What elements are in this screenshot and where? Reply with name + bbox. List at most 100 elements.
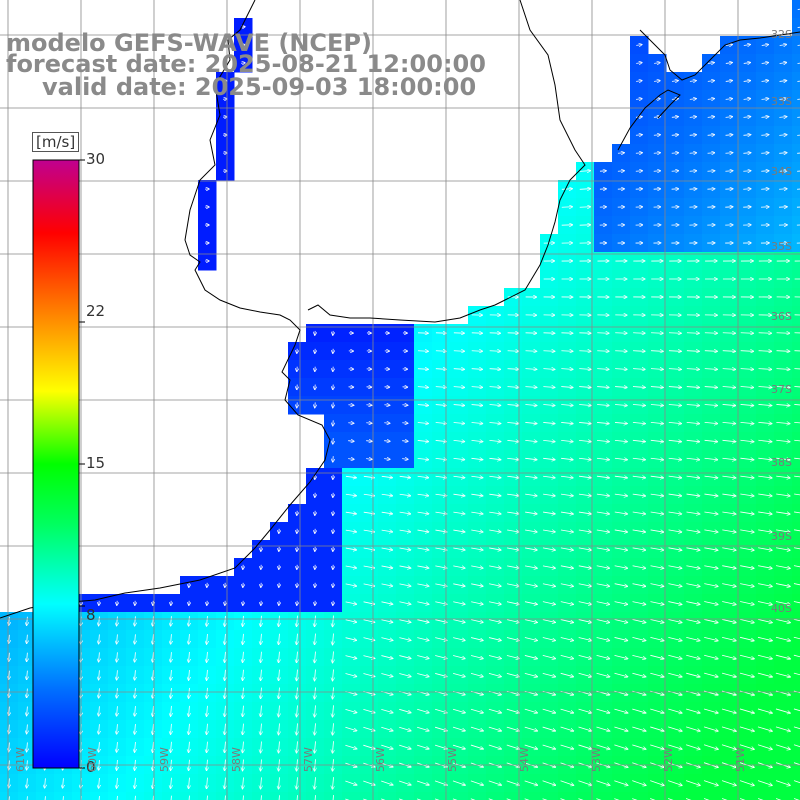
wind-arrow <box>402 423 407 424</box>
wind-arrow <box>579 351 590 352</box>
wind-cell <box>792 576 800 595</box>
lon-label: 53W <box>590 747 603 772</box>
wind-cell <box>792 414 800 433</box>
wind-cell <box>792 540 800 559</box>
wind-arrow <box>561 351 572 352</box>
colorbar-tick-22: 22 <box>86 302 106 320</box>
wind-arrow <box>435 351 446 352</box>
wind-cell <box>792 126 800 145</box>
wind-cell <box>792 594 800 613</box>
wind-cell <box>792 378 800 397</box>
wind-cell <box>792 666 800 685</box>
wind-cell <box>792 162 800 181</box>
wind-cell <box>342 792 361 800</box>
wind-arrow <box>761 171 768 172</box>
wind-arrow <box>743 171 750 172</box>
lat-label: 34S <box>771 165 792 178</box>
wind-cell <box>792 234 800 253</box>
wind-cell <box>792 774 800 793</box>
valid-date: valid date: 2025-09-03 18:00:00 <box>42 73 477 101</box>
wind-cell <box>792 522 800 541</box>
wind-arrow <box>543 351 554 352</box>
lat-label: 35S <box>771 240 792 253</box>
wind-cell <box>792 612 800 631</box>
colorbar-unit-label: [m/s] <box>32 132 80 152</box>
wind-cell <box>792 324 800 343</box>
colorbar-tick-15: 15 <box>86 454 106 472</box>
wind-cell <box>792 684 800 703</box>
wind-cell <box>792 630 800 649</box>
wind-cell <box>792 720 800 739</box>
wind-cell <box>792 216 800 235</box>
wind-arrow <box>635 153 642 154</box>
lon-label: 60W <box>86 747 99 772</box>
lat-label: 33S <box>771 95 792 108</box>
wind-cell <box>792 144 800 163</box>
wind-arrow <box>507 351 519 352</box>
wind-arrow <box>384 423 389 424</box>
lat-label: 32S <box>771 28 792 41</box>
lon-label: 58W <box>230 747 243 772</box>
wind-cell <box>792 18 800 37</box>
wind-cell <box>792 108 800 127</box>
wind-arrow <box>366 423 371 424</box>
wind-cell <box>396 792 415 800</box>
wind-cell <box>792 450 800 469</box>
wind-cell <box>792 432 800 451</box>
wind-cell <box>792 342 800 361</box>
wind-cell <box>432 792 451 800</box>
lon-label: 52W <box>662 747 675 772</box>
wind-cell <box>792 648 800 667</box>
wind-arrow <box>525 351 537 352</box>
wind-cell <box>792 702 800 721</box>
lon-label: 57W <box>302 747 315 772</box>
wind-arrow <box>671 153 679 154</box>
wind-cell <box>414 792 433 800</box>
wind-cell <box>792 486 800 505</box>
wind-arrow <box>653 153 660 154</box>
wind-cell <box>450 792 469 800</box>
lon-label: 51W <box>734 747 747 772</box>
wind-cell <box>792 360 800 379</box>
wind-arrow <box>635 135 642 136</box>
wind-cell <box>792 504 800 523</box>
lat-label: 36S <box>771 310 792 323</box>
wind-cell <box>792 396 800 415</box>
wind-cell <box>792 738 800 757</box>
lat-label: 37S <box>771 383 792 396</box>
wind-cell <box>792 72 800 91</box>
wind-cell <box>792 90 800 109</box>
colorbar-tick-30: 30 <box>86 150 106 168</box>
wind-arrow <box>707 153 715 154</box>
wind-arrow <box>471 351 483 352</box>
wind-cell <box>792 558 800 577</box>
lon-label: 59W <box>158 747 171 772</box>
lat-label: 40S <box>771 602 792 615</box>
colorbar-tick-8: 8 <box>86 606 96 624</box>
lon-label: 55W <box>446 747 459 772</box>
wind-arrow <box>597 351 609 352</box>
wind-cell <box>792 468 800 487</box>
wind-cell <box>792 36 800 55</box>
lat-label: 38S <box>771 456 792 469</box>
wind-arrow <box>453 351 464 352</box>
lat-label: 39S <box>771 530 792 543</box>
lon-label: 56W <box>374 747 387 772</box>
wind-cell <box>360 792 379 800</box>
colorbar <box>32 159 85 769</box>
wind-cell <box>792 198 800 217</box>
wind-arrow <box>489 351 501 352</box>
wind-arrow <box>725 153 732 154</box>
wind-cell <box>792 54 800 73</box>
wind-cell <box>792 180 800 199</box>
lon-label: 54W <box>518 747 531 772</box>
wind-cell <box>486 792 505 800</box>
wind-arrow <box>689 153 697 154</box>
wind-cell <box>468 792 487 800</box>
lon-label: 61W <box>14 747 27 772</box>
wind-arrow <box>348 423 353 424</box>
wind-cell <box>792 0 800 19</box>
wind-cell <box>378 792 397 800</box>
